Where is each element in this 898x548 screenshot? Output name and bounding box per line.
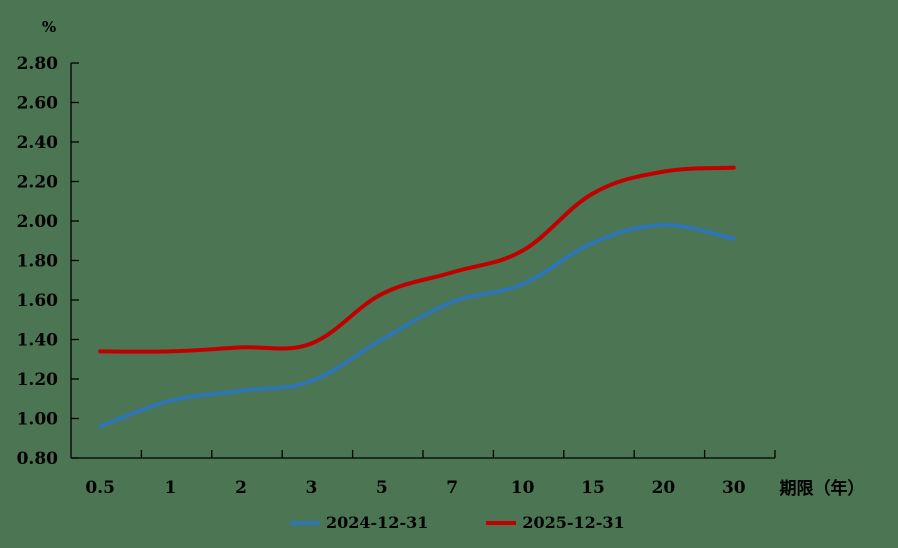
y-tick-label: 1.80 bbox=[17, 252, 59, 272]
legend-swatch-red-line-icon bbox=[486, 520, 517, 525]
y-tick-label: 2.40 bbox=[17, 133, 59, 153]
x-tick-label: 7 bbox=[446, 478, 458, 498]
x-tick-label: 0.5 bbox=[85, 478, 115, 498]
y-axis-ticks: 2.80 2.60 2.40 2.20 2.00 1.80 1.60 1.40 1.20 1.00… bbox=[17, 54, 79, 469]
series-line-2024-12-31 bbox=[98, 222, 736, 429]
x-tick-label: 10 bbox=[511, 478, 535, 498]
x-tick-label: 30 bbox=[722, 478, 746, 498]
y-tick-label: 2.20 bbox=[17, 173, 59, 193]
y-tick-label: 1.00 bbox=[17, 410, 59, 430]
x-axis-title: 期限（年） bbox=[780, 478, 865, 499]
x-axis-ticks: 0.5 1 2 3 5 7 10 15 20 30 bbox=[85, 450, 776, 498]
x-tick-label: 3 bbox=[305, 478, 317, 498]
y-tick-label: 1.60 bbox=[17, 291, 59, 311]
y-tick-label: 2.80 bbox=[17, 54, 59, 74]
y-tick-label: 0.80 bbox=[17, 449, 59, 469]
series-lines bbox=[98, 165, 736, 429]
y-tick-label: 1.40 bbox=[17, 331, 59, 351]
chart-legend: 2024-12-31 2025-12-31 bbox=[290, 513, 683, 532]
legend-item-2025: 2025-12-31 bbox=[486, 513, 625, 532]
x-tick-label: 15 bbox=[581, 478, 605, 498]
legend-item-2024: 2024-12-31 bbox=[290, 513, 428, 532]
y-tick-label: 1.20 bbox=[17, 370, 59, 390]
legend-label-2024: 2024-12-31 bbox=[326, 513, 429, 532]
series-line-2025-12-31 bbox=[98, 165, 736, 354]
y-tick-label: 2.00 bbox=[17, 212, 59, 232]
x-tick-label: 2 bbox=[235, 478, 247, 498]
y-tick-label: 2.60 bbox=[17, 94, 59, 114]
x-tick-label: 1 bbox=[165, 478, 177, 498]
y-axis-unit-label: % bbox=[42, 18, 56, 36]
x-tick-label: 20 bbox=[652, 478, 676, 498]
x-tick-label: 5 bbox=[376, 478, 388, 498]
legend-label-2025: 2025-12-31 bbox=[522, 513, 625, 532]
legend-swatch-blue-line-icon bbox=[290, 520, 320, 525]
